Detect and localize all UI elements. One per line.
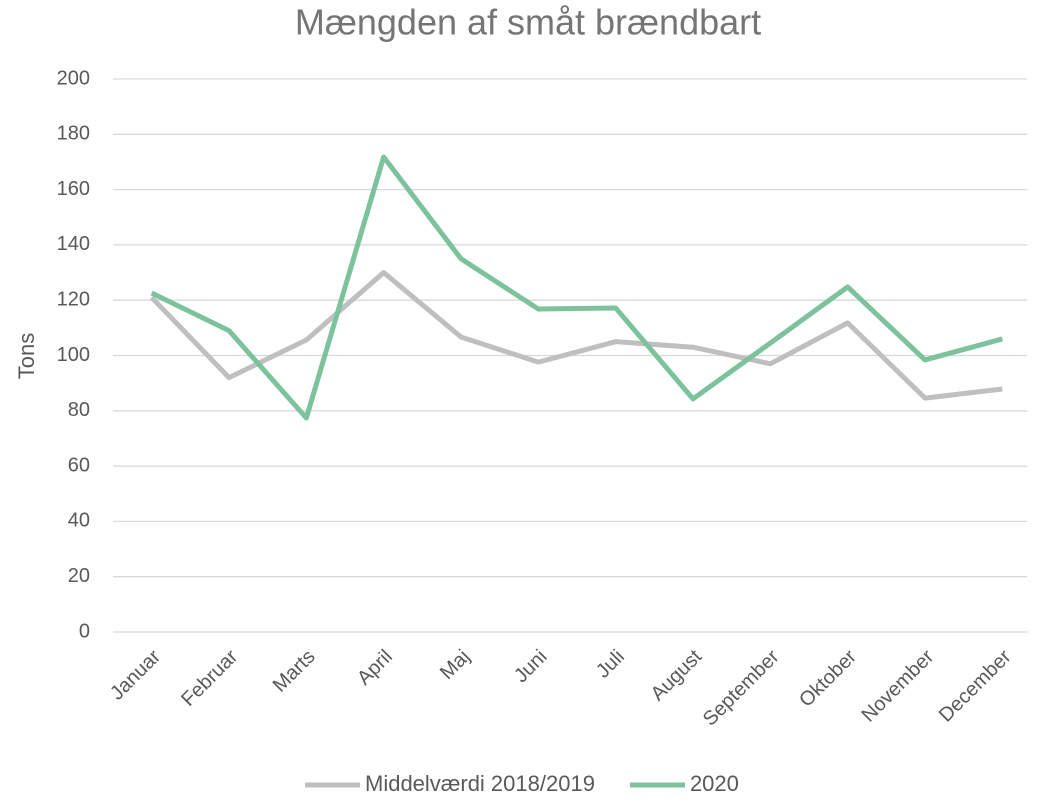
legend-label: Middelværdi 2018/2019 (365, 771, 595, 796)
y-tick-label: 80 (68, 399, 90, 421)
y-tick-label: 20 (68, 565, 90, 587)
y-tick-label: 0 (79, 620, 90, 642)
x-tick-label: Oktober (795, 645, 861, 711)
legend-label: 2020 (690, 771, 739, 796)
y-tick-label: 40 (68, 510, 90, 532)
x-tick-label: Maj (436, 646, 474, 684)
x-tick-label: December (935, 645, 1016, 726)
y-tick-label: 180 (57, 123, 90, 145)
y-tick-label: 200 (57, 67, 90, 89)
x-tick-label: Januar (106, 645, 165, 704)
x-tick-label: Marts (269, 646, 320, 697)
x-tick-label: November (857, 645, 938, 726)
chart-title: Mængden af småt brændbart (295, 2, 761, 43)
series-line (150, 154, 1003, 421)
x-tick-label: September (699, 645, 784, 730)
x-tick-label: Juni (510, 646, 552, 688)
x-tick-label: August (647, 645, 707, 705)
y-tick-label: 140 (57, 233, 90, 255)
y-axis-label: Tons (14, 333, 39, 379)
x-tick-label: April (353, 646, 397, 690)
x-tick-label: Juli (592, 646, 629, 683)
series-line (149, 270, 1003, 401)
y-tick-label: 100 (57, 344, 90, 366)
y-tick-label: 160 (57, 178, 90, 200)
y-tick-label: 120 (57, 288, 90, 310)
y-tick-label: 60 (68, 454, 90, 476)
x-tick-label: Februar (177, 645, 242, 710)
